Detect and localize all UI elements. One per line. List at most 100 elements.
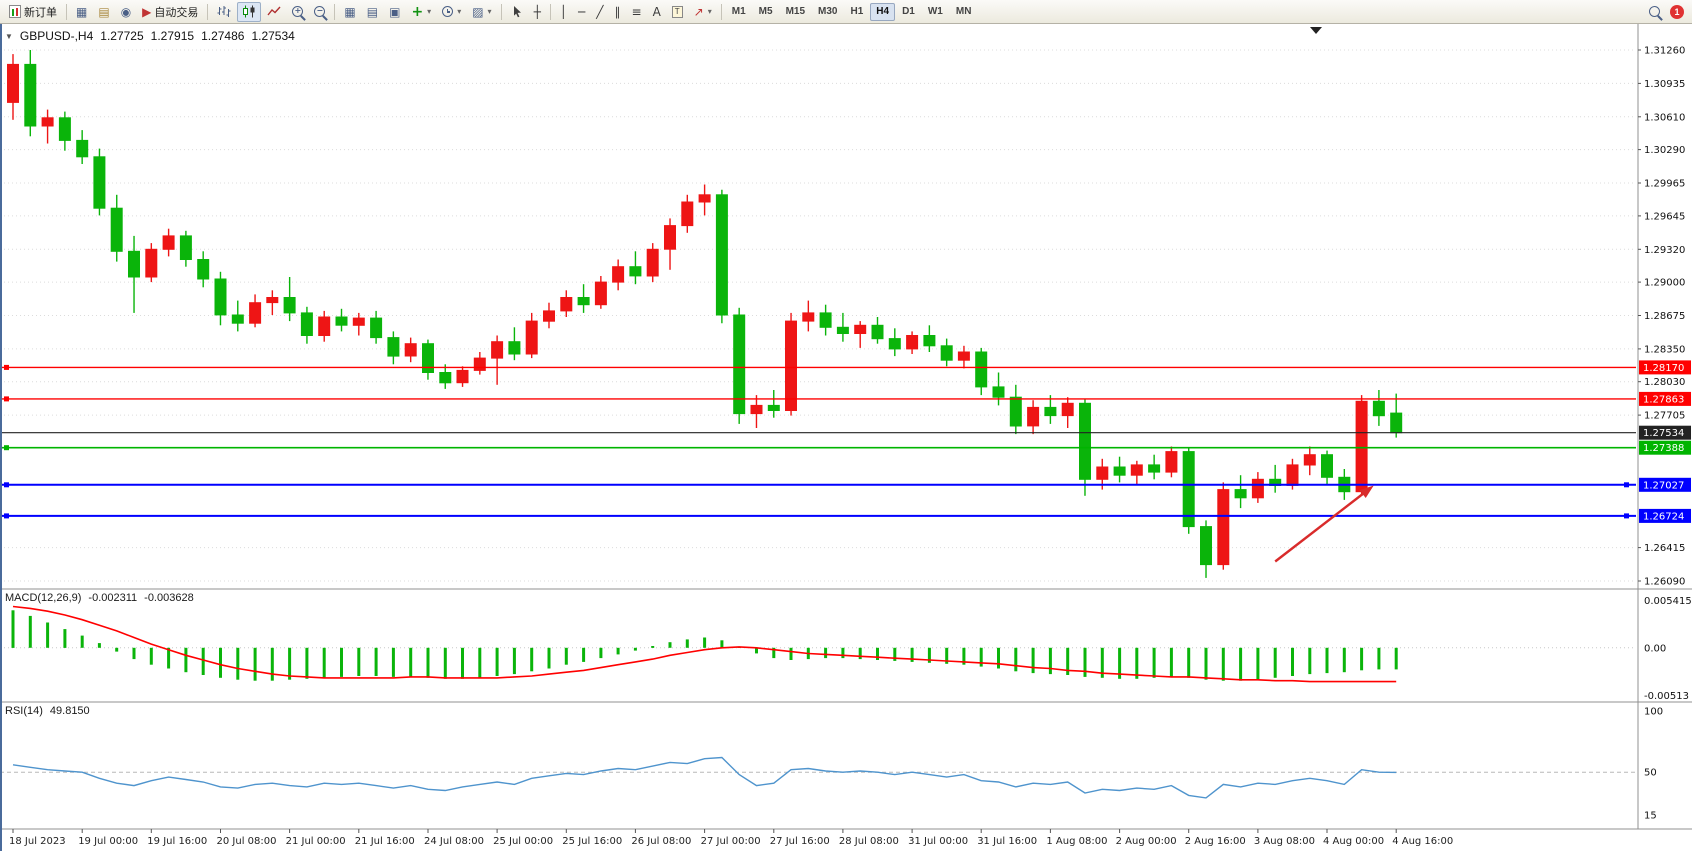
- svg-text:1.30290: 1.30290: [1644, 145, 1685, 156]
- cursor-button[interactable]: [506, 2, 528, 22]
- crosshair-button[interactable]: ┼: [529, 2, 546, 22]
- text-label-button[interactable]: T: [667, 2, 688, 22]
- arrange-windows-button[interactable]: ▣: [384, 2, 405, 22]
- svg-text:100: 100: [1644, 707, 1663, 718]
- chart-svg[interactable]: 1.31260 1.30935 1.30610 1.30290 1.29965 1.296…: [0, 24, 1692, 851]
- tile-windows-button[interactable]: ▦: [339, 2, 360, 22]
- svg-text:1.27863: 1.27863: [1643, 394, 1684, 405]
- indicators-button[interactable]: + ▾: [406, 2, 436, 22]
- zoom-in-button[interactable]: +: [287, 2, 308, 22]
- text-button[interactable]: A: [648, 2, 666, 22]
- rsi-indicator-label: RSI(14) 49.8150: [5, 705, 90, 717]
- periods-button[interactable]: ▾: [437, 2, 466, 22]
- timeframe-m1[interactable]: M1: [726, 3, 752, 21]
- arrange-windows-icon: ▣: [389, 4, 401, 19]
- search-icon: [1649, 6, 1660, 17]
- vertical-line-button[interactable]: │: [555, 2, 572, 22]
- profiles-icon: ▤: [98, 4, 110, 19]
- candle-chart-icon: [243, 5, 255, 18]
- macd-panel[interactable]: [0, 605, 1636, 683]
- toolbar-separator: [207, 3, 209, 20]
- auto-trading-icon: ▶: [142, 4, 152, 19]
- chart-window[interactable]: 1.31260 1.30935 1.30610 1.30290 1.29965 1.296…: [0, 24, 1692, 851]
- timeframe-d1[interactable]: D1: [896, 3, 921, 21]
- fibonacci-button[interactable]: ≡: [627, 2, 647, 22]
- svg-text:50: 50: [1644, 768, 1657, 779]
- svg-text:1.30610: 1.30610: [1644, 112, 1685, 123]
- toolbar-separator: [66, 3, 67, 20]
- profiles-button[interactable]: ▤: [93, 2, 114, 22]
- macd-name: MACD(12,26,9): [5, 592, 82, 604]
- price-axis[interactable]: 1.31260 1.30935 1.30610 1.30290 1.29965 1.296…: [1638, 46, 1691, 588]
- indicator-axes[interactable]: 0.005415 0.00 -0.00513 100 50 15: [1644, 596, 1692, 822]
- svg-text:18 Jul 2023: 18 Jul 2023: [9, 836, 66, 847]
- new-order-button[interactable]: 新订单: [4, 2, 62, 22]
- svg-text:25 Jul 16:00: 25 Jul 16:00: [562, 836, 622, 847]
- svg-text:1.28675: 1.28675: [1644, 311, 1685, 322]
- trendline-button[interactable]: ╱: [591, 2, 608, 22]
- timeframe-h1[interactable]: H1: [844, 3, 869, 21]
- templates-button[interactable]: ▨ ▾: [467, 2, 496, 22]
- charts-button[interactable]: ▦: [71, 2, 92, 22]
- timeframe-h4[interactable]: H4: [870, 2, 896, 21]
- rsi-name: RSI(14): [5, 705, 43, 717]
- timeframe-mn[interactable]: MN: [950, 3, 978, 21]
- trendline-icon: ╱: [596, 4, 604, 19]
- svg-text:28 Jul 08:00: 28 Jul 08:00: [839, 836, 899, 847]
- one-click-trading-caret[interactable]: ▼: [5, 31, 13, 41]
- auto-trading-button[interactable]: ▶ 自动交易: [137, 2, 203, 22]
- template-icon: ▨: [472, 4, 484, 19]
- bar-chart-icon: [217, 6, 231, 17]
- add-indicator-icon: +: [411, 3, 424, 20]
- svg-text:2 Aug 16:00: 2 Aug 16:00: [1185, 836, 1246, 847]
- timeframe-m30[interactable]: M30: [812, 3, 843, 21]
- svg-text:4 Aug 00:00: 4 Aug 00:00: [1323, 836, 1384, 847]
- refresh-button[interactable]: ◉: [116, 2, 136, 22]
- channel-button[interactable]: ∥: [610, 2, 626, 22]
- notification-badge[interactable]: 1: [1670, 4, 1684, 19]
- svg-text:1.27388: 1.27388: [1643, 443, 1684, 454]
- timeframe-m15[interactable]: M15: [780, 3, 811, 21]
- timeframe-m5[interactable]: M5: [753, 3, 779, 21]
- refresh-icon: ◉: [120, 4, 132, 19]
- svg-text:-0.00513: -0.00513: [1644, 691, 1689, 702]
- search-button[interactable]: [1644, 2, 1665, 22]
- toolbar: 新订单 ▦ ▤ ◉ ▶ 自动交易 + − ▦ ▤ ▣ + ▾ ▾ ▨ ▾ ┼ │ ─…: [0, 0, 1692, 24]
- svg-text:1.28170: 1.28170: [1643, 363, 1684, 374]
- chart-title-overlay: ▼ GBPUSD-,H4 1.27725 1.27915 1.27486 1.2…: [5, 29, 295, 43]
- line-chart-icon: [267, 6, 281, 16]
- zoom-out-button[interactable]: −: [309, 2, 330, 22]
- svg-text:2 Aug 00:00: 2 Aug 00:00: [1116, 836, 1177, 847]
- line-chart-button[interactable]: [262, 2, 286, 22]
- chevron-down-icon: ▾: [457, 7, 462, 16]
- horizontal-line-button[interactable]: ─: [573, 2, 590, 22]
- svg-text:4 Aug 16:00: 4 Aug 16:00: [1392, 836, 1453, 847]
- toolbar-separator: [500, 3, 502, 20]
- svg-text:24 Jul 08:00: 24 Jul 08:00: [424, 836, 484, 847]
- svg-text:1.27027: 1.27027: [1643, 480, 1684, 491]
- text-label-icon: T: [671, 5, 683, 18]
- svg-text:1.26415: 1.26415: [1644, 543, 1685, 554]
- trend-arrow-annotation[interactable]: [1274, 485, 1374, 563]
- chart-shift-marker[interactable]: [1310, 27, 1322, 34]
- svg-text:25 Jul 00:00: 25 Jul 00:00: [493, 836, 553, 847]
- candle-chart-button[interactable]: [237, 1, 262, 22]
- panel-dividers[interactable]: [0, 24, 1692, 830]
- arrows-button[interactable]: ↗ ▾: [689, 2, 717, 22]
- time-axis[interactable]: 18 Jul 2023 19 Jul 00:00 19 Jul 16:00 20 Ju…: [9, 829, 1453, 847]
- toolbar-separator: [720, 3, 722, 20]
- macd-signal-value: -0.003628: [144, 592, 194, 604]
- candlesticks[interactable]: [7, 50, 1403, 578]
- cascade-windows-button[interactable]: ▤: [362, 2, 383, 22]
- svg-text:1 Aug 08:00: 1 Aug 08:00: [1046, 836, 1107, 847]
- svg-text:19 Jul 16:00: 19 Jul 16:00: [147, 836, 207, 847]
- window-left-edge: [0, 24, 2, 851]
- horizontal-lines[interactable]: [0, 364, 1636, 519]
- timeframe-w1[interactable]: W1: [922, 3, 949, 21]
- horizontal-line-icon: ─: [578, 4, 586, 19]
- svg-text:1.29645: 1.29645: [1644, 211, 1685, 222]
- svg-text:1.30935: 1.30935: [1644, 79, 1685, 90]
- bar-chart-button[interactable]: [212, 2, 236, 22]
- rsi-panel[interactable]: [0, 756, 1636, 799]
- ohlc-close: 1.27534: [251, 29, 295, 43]
